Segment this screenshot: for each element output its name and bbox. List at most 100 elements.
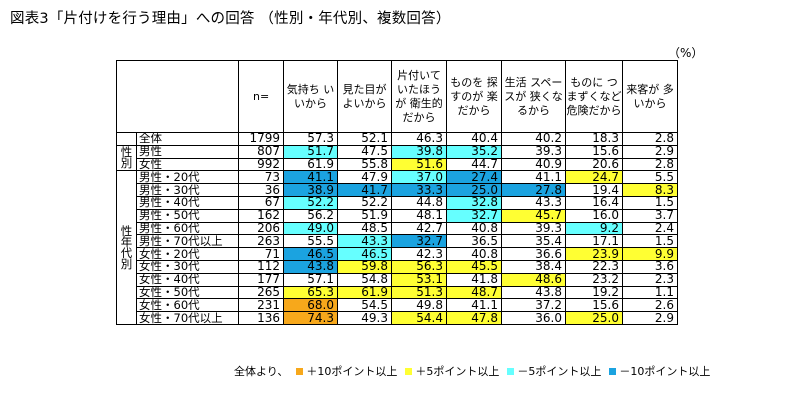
- value-cell: 3.7: [622, 208, 678, 223]
- value-cell: 44.8: [391, 195, 447, 210]
- value-cell: 41.7: [337, 183, 392, 197]
- value-cell: 57.3: [283, 132, 338, 146]
- sample-size-cell: 67: [238, 195, 284, 210]
- value-cell: 2.3: [622, 272, 678, 287]
- value-cell: 8.3: [622, 183, 678, 197]
- table-row: 性別 男性 807 51.7 47.5 39.8 35.2 39.3 15.6 2.9: [116, 144, 678, 172]
- value-cell: 15.6: [565, 144, 623, 159]
- value-cell: 74.3: [283, 311, 338, 325]
- value-cell: 15.6: [565, 298, 623, 313]
- row-label: 女性・20代: [136, 247, 239, 261]
- table-row: 全体 1799 57.3 52.1 46.3 40.4 40.2 18.3 2.8: [116, 132, 678, 146]
- unit-label: （%）: [668, 46, 704, 60]
- value-cell: 32.7: [446, 208, 502, 223]
- value-cell: 52.1: [337, 132, 392, 146]
- value-cell: 43.8: [501, 285, 566, 300]
- value-cell: 47.9: [337, 170, 392, 185]
- sample-size-cell: 36: [238, 183, 284, 197]
- value-cell: 36.6: [501, 247, 566, 261]
- value-cell: 22.3: [565, 259, 623, 274]
- value-cell: 9.2: [565, 221, 623, 236]
- value-cell: 49.3: [337, 311, 392, 325]
- sample-size-cell: 263: [238, 234, 284, 249]
- value-cell: 32.7: [391, 234, 447, 249]
- value-cell: 23.2: [565, 272, 623, 287]
- group-label: 性年代別: [116, 170, 137, 325]
- value-cell: 51.6: [391, 157, 447, 172]
- value-cell: 49.0: [283, 221, 338, 236]
- value-cell: 36.5: [446, 234, 502, 249]
- table-row: 女性・40代 177 57.1 54.8 53.1 41.8 48.6 23.2 2.3: [117, 272, 678, 287]
- value-cell: 46.3: [391, 132, 447, 146]
- group-label: [116, 132, 137, 146]
- value-cell: 52.2: [337, 195, 392, 210]
- sample-size-cell: 992: [238, 157, 284, 172]
- value-cell: 27.4: [446, 170, 502, 185]
- sample-size-cell: 265: [238, 285, 284, 300]
- sample-size-cell: 162: [238, 208, 284, 223]
- value-cell: 46.5: [283, 247, 338, 261]
- column-header: 生活 スペースが 狭くなるから: [501, 60, 566, 133]
- value-cell: 24.7: [565, 170, 623, 185]
- results-table: n= 気持ち いいから 見た目が よいから 片付いて いたほうが 衛生的 だから…: [116, 60, 678, 325]
- value-cell: 35.2: [446, 144, 502, 159]
- column-header: ものに つまずくなど 危険だから: [565, 60, 623, 133]
- value-cell: 52.2: [283, 195, 338, 210]
- value-cell: 39.3: [501, 144, 566, 159]
- value-cell: 19.2: [565, 285, 623, 300]
- value-cell: 42.3: [391, 247, 447, 261]
- sample-size-cell: 177: [238, 272, 284, 287]
- row-label: 男性・20代: [136, 170, 239, 185]
- sample-size-cell: 807: [238, 144, 284, 159]
- row-label: 男性・40代: [136, 195, 239, 210]
- value-cell: 25.0: [446, 183, 502, 197]
- value-cell: 2.4: [622, 221, 678, 236]
- group-label: 性別: [116, 144, 137, 172]
- value-cell: 45.7: [501, 208, 566, 223]
- value-cell: 44.7: [446, 157, 502, 172]
- row-label: 男性・50代: [136, 208, 239, 223]
- row-label: 女性: [136, 157, 239, 172]
- value-cell: 56.3: [391, 259, 447, 274]
- value-cell: 41.1: [446, 298, 502, 313]
- value-cell: 25.0: [565, 311, 623, 325]
- sample-size-cell: 231: [238, 298, 284, 313]
- header-corner: [116, 60, 239, 133]
- value-cell: 43.3: [501, 195, 566, 210]
- table-row: 男性・30代 36 38.9 41.7 33.3 25.0 27.8 19.4 8.3: [117, 183, 678, 197]
- value-cell: 43.8: [283, 259, 338, 274]
- value-cell: 45.5: [446, 259, 502, 274]
- value-cell: 56.2: [283, 208, 338, 223]
- value-cell: 41.8: [446, 272, 502, 287]
- table-row: 性年代別 男性・20代 73 41.1 47.9 37.0 27.4 41.1 24.7 5.5: [116, 170, 678, 325]
- value-cell: 36.0: [501, 311, 566, 325]
- value-cell: 40.4: [446, 132, 502, 146]
- value-cell: 48.7: [446, 285, 502, 300]
- value-cell: 54.5: [337, 298, 392, 313]
- row-label: 女性・30代: [136, 259, 239, 274]
- value-cell: 37.2: [501, 298, 566, 313]
- value-cell: 54.4: [391, 311, 447, 325]
- sample-size-cell: 71: [238, 247, 284, 261]
- value-cell: 54.8: [337, 272, 392, 287]
- column-header: ものを 探すのが 楽だから: [446, 60, 502, 133]
- value-cell: 59.8: [337, 259, 392, 274]
- column-header: 片付いて いたほうが 衛生的 だから: [391, 60, 447, 133]
- value-cell: 39.3: [501, 221, 566, 236]
- value-cell: 2.9: [622, 311, 678, 325]
- header-row: n= 気持ち いいから 見た目が よいから 片付いて いたほうが 衛生的 だから…: [116, 60, 678, 133]
- value-cell: 48.5: [337, 221, 392, 236]
- value-cell: 2.8: [622, 157, 678, 172]
- value-cell: 23.9: [565, 247, 623, 261]
- row-label: 女性・70代以上: [136, 311, 239, 325]
- value-cell: 32.8: [446, 195, 502, 210]
- legend-label: －10ポイント以上: [619, 365, 711, 378]
- value-cell: 47.8: [446, 311, 502, 325]
- value-cell: 2.9: [622, 144, 678, 159]
- legend-swatch: [609, 367, 617, 375]
- row-label: 女性・40代: [136, 272, 239, 287]
- row-label: 女性・50代: [136, 285, 239, 300]
- value-cell: 68.0: [283, 298, 338, 313]
- value-cell: 40.2: [501, 132, 566, 146]
- value-cell: 9.9: [622, 247, 678, 261]
